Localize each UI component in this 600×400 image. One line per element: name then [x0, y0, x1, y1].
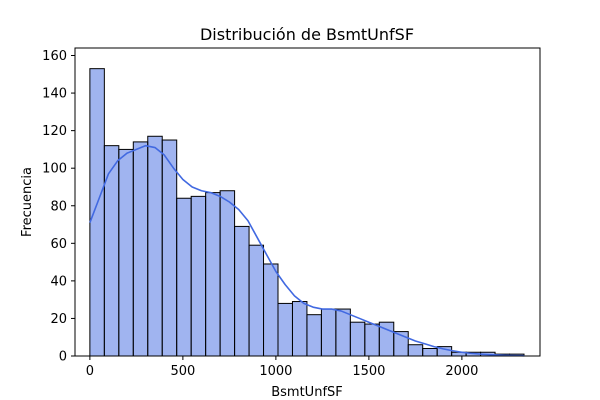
- y-tick-label: 0: [59, 350, 67, 365]
- histogram-bar: [277, 302, 293, 357]
- histogram-bar: [89, 68, 105, 357]
- histogram-bar: [132, 141, 149, 357]
- x-tick-label: 500: [170, 364, 195, 379]
- y-axis-label: Frecuencia: [20, 167, 35, 237]
- histogram-bar: [320, 308, 337, 357]
- y-tick-label: 80: [50, 199, 67, 214]
- chart-title: Distribución de BsmtUnfSF: [200, 25, 414, 44]
- plot-frame: [74, 47, 541, 357]
- kde-group: [89, 144, 525, 357]
- y-tick-label: 20: [50, 312, 67, 327]
- histogram-bar: [147, 135, 163, 357]
- histogram-bar: [291, 301, 308, 357]
- x-tick-label: 1500: [352, 364, 385, 379]
- histogram-bar: [190, 195, 207, 357]
- histogram-bar: [248, 244, 265, 357]
- histogram-bar: [306, 314, 322, 357]
- histogram-bar: [349, 321, 366, 357]
- x-tick-label: 2000: [445, 364, 478, 379]
- kde-line: [89, 144, 525, 357]
- y-tick-label: 40: [50, 274, 67, 289]
- histogram-bar: [364, 323, 380, 357]
- bars-group: [89, 68, 525, 357]
- y-tick-label: 160: [42, 49, 67, 64]
- x-tick-label: 1000: [259, 364, 292, 379]
- histogram-bar: [118, 148, 134, 357]
- histogram-bar: [161, 139, 178, 357]
- histogram-bar: [219, 190, 236, 357]
- y-tick-label: 100: [42, 162, 67, 177]
- histogram-bar: [422, 347, 438, 357]
- x-axis: 0 500 1000 1500 2000: [86, 356, 478, 379]
- y-tick-label: 60: [50, 237, 67, 252]
- histogram-bar: [263, 263, 279, 357]
- histogram-bar: [335, 308, 351, 357]
- histogram-bar: [176, 197, 192, 357]
- y-axis: 0 20 40 60 80 100 120 140 160: [42, 49, 75, 365]
- y-tick-label: 140: [42, 87, 67, 102]
- x-axis-label: BsmtUnfSF: [271, 385, 343, 400]
- y-tick-label: 120: [42, 124, 67, 139]
- histogram-bar: [205, 192, 221, 357]
- x-tick-label: 0: [86, 364, 94, 379]
- histogram-bar: [407, 344, 424, 357]
- histogram-bar: [234, 225, 250, 357]
